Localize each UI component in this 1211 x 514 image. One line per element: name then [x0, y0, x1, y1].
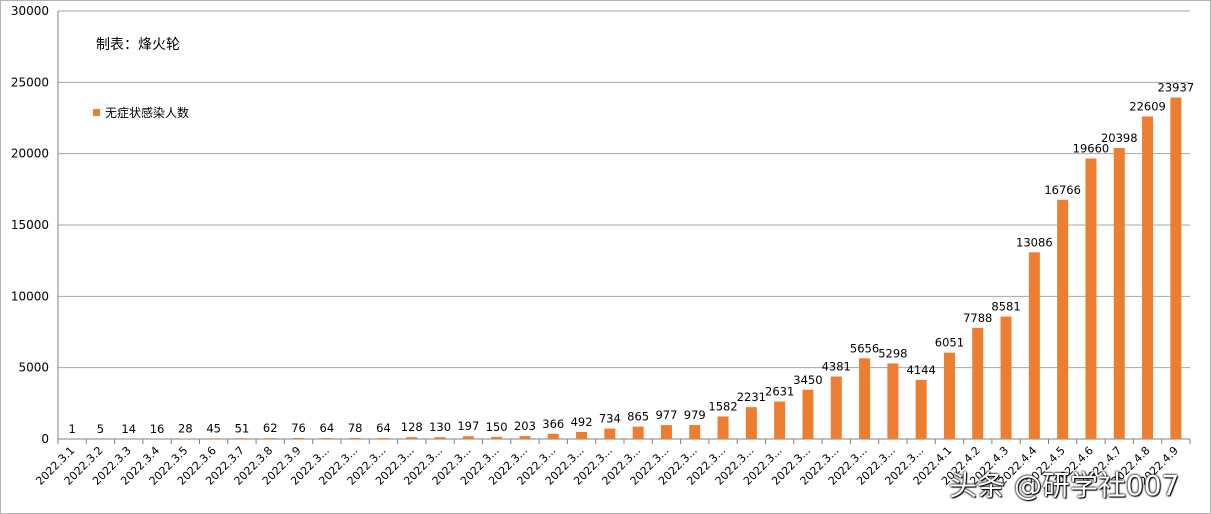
data-label: 62 [263, 421, 278, 435]
data-label: 977 [655, 408, 677, 422]
bar [349, 437, 361, 439]
data-label: 203 [514, 419, 536, 433]
data-label: 865 [627, 410, 649, 424]
watermark: 头条 @研学社007 [949, 469, 1180, 502]
data-label: 14 [121, 422, 136, 436]
y-tick-label: 25000 [11, 75, 49, 89]
bar [632, 426, 644, 439]
bar [576, 431, 588, 439]
data-label: 20398 [1101, 131, 1138, 145]
bar [491, 436, 503, 439]
data-label: 64 [376, 421, 391, 435]
bar [660, 425, 672, 439]
bar [915, 379, 927, 439]
bar [604, 428, 616, 439]
data-label: 7788 [963, 311, 992, 325]
data-label: 64 [320, 421, 335, 435]
bar [717, 416, 729, 439]
data-label: 128 [401, 420, 423, 434]
data-label: 5 [97, 422, 104, 436]
y-tick-label: 15000 [11, 218, 49, 232]
bar [264, 438, 276, 439]
bar [321, 438, 333, 439]
data-label: 13086 [1016, 235, 1053, 249]
data-label: 366 [542, 417, 564, 431]
bar [1057, 199, 1069, 439]
bar [1113, 147, 1125, 440]
y-tick-label: 10000 [11, 289, 49, 303]
bar [774, 401, 786, 439]
bar [1142, 116, 1154, 439]
bar [887, 363, 899, 439]
data-label: 28 [178, 422, 193, 436]
bar [972, 327, 984, 439]
bar [293, 437, 305, 439]
data-label: 22609 [1129, 99, 1166, 113]
legend: 无症状感染人数 [93, 104, 189, 121]
bar [547, 433, 559, 439]
bar [689, 425, 701, 439]
bar [830, 376, 842, 439]
data-label: 4381 [822, 359, 851, 373]
data-label: 76 [291, 421, 306, 435]
bar [1085, 158, 1097, 439]
bar [859, 358, 871, 439]
bar [377, 438, 389, 439]
data-label: 979 [684, 408, 706, 422]
data-label: 130 [429, 420, 451, 434]
bar [1000, 316, 1012, 439]
data-label: 2631 [765, 384, 794, 398]
bar [745, 407, 757, 439]
data-label: 150 [486, 420, 508, 434]
y-tick-label: 5000 [18, 361, 49, 375]
bar [406, 437, 418, 439]
data-label: 51 [235, 421, 250, 435]
bar [434, 437, 446, 439]
data-label: 1582 [708, 399, 737, 413]
data-label: 8581 [991, 300, 1020, 314]
data-label: 1 [68, 422, 75, 436]
y-tick-label: 0 [41, 432, 49, 446]
bar [1170, 97, 1182, 439]
data-label: 23937 [1158, 80, 1195, 94]
data-label: 5656 [850, 341, 879, 355]
y-tick-label: 20000 [11, 147, 49, 161]
data-label: 492 [571, 415, 593, 429]
bar [208, 438, 220, 439]
data-label: 45 [206, 421, 221, 435]
data-label: 78 [348, 421, 363, 435]
data-label: 197 [457, 419, 479, 433]
bar [462, 436, 474, 439]
y-tick-label: 30000 [11, 4, 49, 18]
bar [1028, 252, 1040, 439]
data-label: 19660 [1073, 142, 1110, 156]
data-label: 6051 [935, 336, 964, 350]
bar [802, 389, 814, 439]
data-label: 734 [599, 412, 621, 426]
legend-label: 无症状感染人数 [105, 106, 190, 120]
bar [943, 352, 955, 439]
data-label: 4144 [907, 363, 936, 377]
chart-credit: 制表：烽火轮 [96, 37, 180, 53]
data-label: 3450 [793, 373, 822, 387]
legend-swatch [93, 109, 100, 116]
data-label: 16766 [1044, 183, 1081, 197]
bar [236, 438, 248, 439]
data-label: 2231 [737, 390, 766, 404]
bar [519, 436, 531, 439]
data-label: 16 [150, 422, 165, 436]
data-label: 5298 [878, 346, 907, 360]
